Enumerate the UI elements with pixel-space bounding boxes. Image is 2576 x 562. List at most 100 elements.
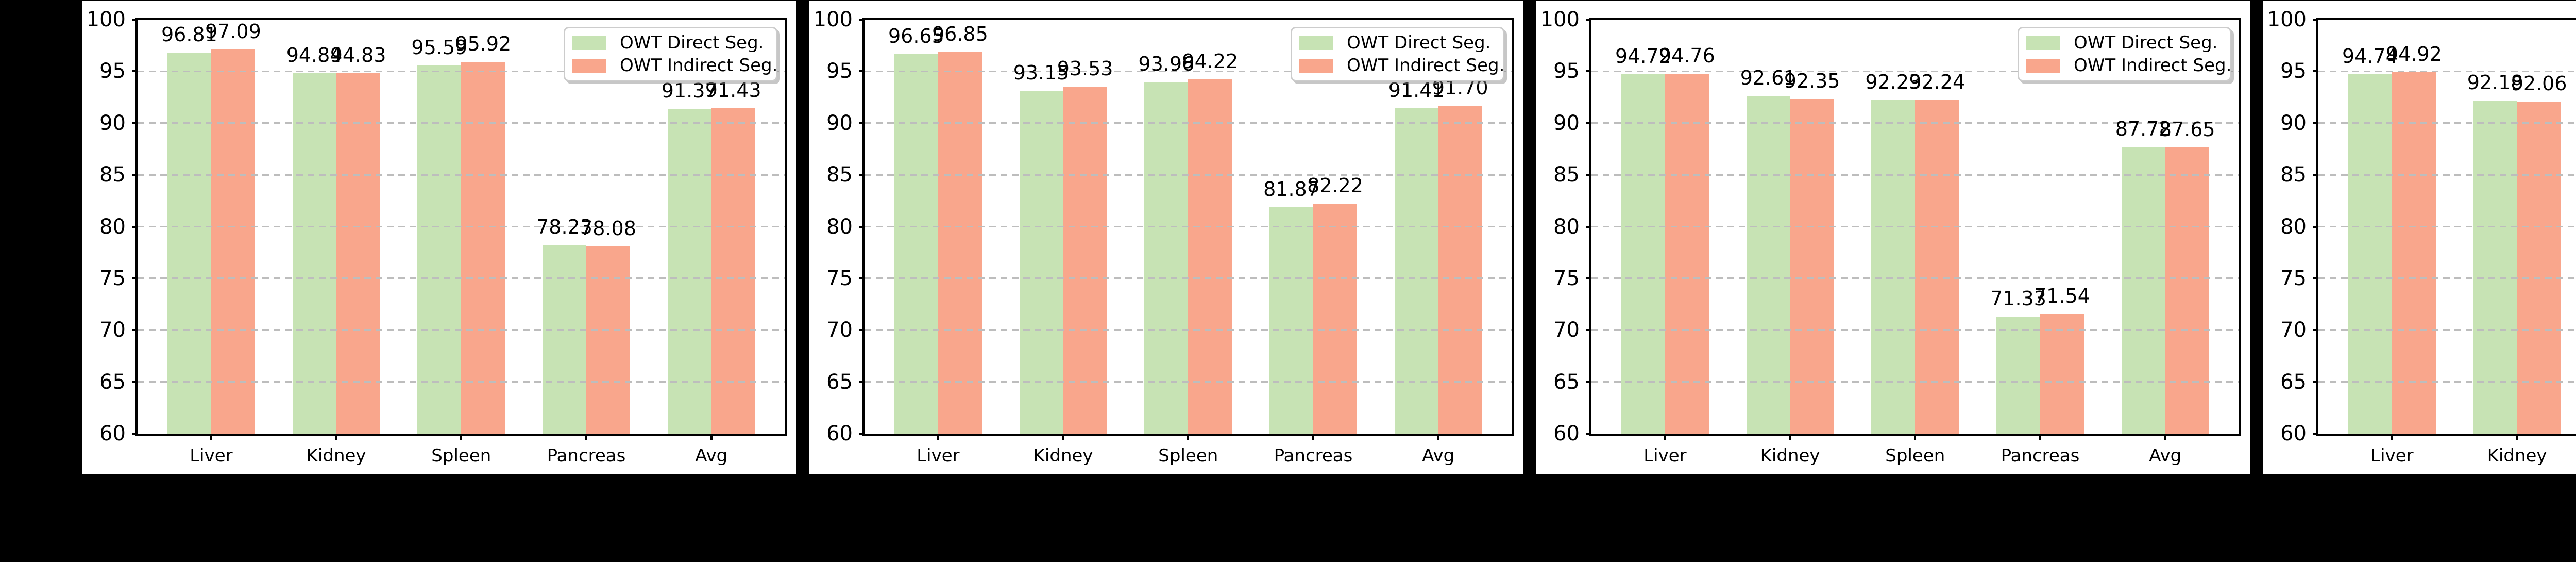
x-tick-liver: [1664, 434, 1666, 440]
y-tick-90: [859, 122, 865, 124]
gridline-70: [2318, 329, 2576, 331]
y-tick-95: [1586, 70, 1591, 73]
y-tick-label-95: 95: [2280, 59, 2307, 84]
y-tick-label-65: 65: [826, 370, 853, 394]
y-tick-label-95: 95: [1553, 59, 1580, 84]
y-tick-100: [2313, 19, 2318, 21]
bar-value-label-direct-pancreas: 81.87: [1263, 177, 1319, 201]
bar-value-label-direct-spleen: 92.23: [1865, 70, 1922, 93]
x-tick-liver: [937, 434, 939, 440]
legend-swatch-direct: [2026, 36, 2060, 50]
x-tick-pancreas: [1312, 434, 1314, 440]
legend-swatch-indirect: [2026, 58, 2060, 73]
bar-value-label-indirect-spleen: 94.22: [1182, 50, 1239, 73]
y-tick-label-75: 75: [2280, 266, 2307, 290]
bar-value-label-indirect-pancreas: 82.22: [1307, 174, 1363, 197]
x-tick-pancreas: [2039, 434, 2041, 440]
gridline-75: [1591, 277, 2239, 279]
y-tick-label-65: 65: [1553, 370, 1580, 394]
bar-direct-kidney: [1746, 96, 1790, 434]
bar-value-label-direct-liver: 94.74: [2342, 44, 2398, 68]
y-tick-60: [1586, 433, 1591, 435]
y-tick-label-80: 80: [2280, 214, 2307, 239]
y-tick-65: [1586, 381, 1591, 383]
gridline-80: [1591, 226, 2239, 227]
gridline-75: [2318, 277, 2576, 279]
gridline-65: [138, 381, 785, 383]
gridline-80: [138, 226, 785, 227]
bar-value-label-direct-spleen: 95.59: [411, 36, 468, 59]
bar-value-label-indirect-avg: 91.43: [705, 79, 761, 102]
bar-value-label-direct-kidney: 92.61: [1740, 67, 1797, 90]
x-axis-label-pancreas: Pancreas: [2001, 445, 2080, 466]
y-tick-95: [859, 70, 865, 73]
y-tick-90: [2313, 122, 2318, 124]
bar-value-label-indirect-kidney: 92.35: [1784, 69, 1840, 92]
bar-direct-kidney: [292, 73, 336, 434]
bar-indirect-spleen: [1188, 79, 1232, 434]
y-tick-70: [2313, 329, 2318, 332]
gridline-85: [138, 174, 785, 176]
bar-indirect-kidney: [1790, 98, 1834, 434]
bar-indirect-spleen: [1915, 100, 1959, 434]
bar-value-label-direct-spleen: 93.96: [1138, 53, 1195, 76]
bar-value-label-direct-pancreas: 78.23: [536, 216, 592, 239]
gridline-65: [2318, 381, 2576, 383]
legend-row-2: OWT Indirect Seg.: [2026, 55, 2231, 76]
y-tick-95: [2313, 70, 2318, 73]
y-tick-label-70: 70: [826, 318, 853, 342]
y-tick-label-65: 65: [2280, 370, 2307, 394]
bar-direct-pancreas: [1996, 316, 2040, 434]
x-tick-liver: [2391, 434, 2393, 440]
y-tick-80: [1586, 225, 1591, 228]
bar-indirect-liver: [211, 49, 255, 434]
gridline-95: [2318, 70, 2576, 72]
bar-direct-avg: [667, 109, 711, 434]
y-tick-label-80: 80: [99, 214, 126, 239]
bar-value-label-indirect-kidney: 93.53: [1057, 57, 1113, 80]
y-tick-60: [859, 433, 865, 435]
legend: OWT Direct Seg. OWT Indirect Seg.: [2018, 27, 2231, 81]
bar-value-label-indirect-liver: 94.92: [2385, 42, 2442, 65]
y-tick-label-60: 60: [99, 422, 126, 445]
x-tick-liver: [210, 434, 212, 440]
bar-value-label-indirect-avg: 87.65: [2159, 118, 2215, 141]
x-tick-avg: [710, 434, 713, 440]
y-tick-label-100: 100: [813, 8, 853, 31]
bar-indirect-kidney: [2517, 102, 2561, 434]
y-tick-label-60: 60: [826, 422, 853, 445]
y-tick-label-95: 95: [99, 59, 126, 84]
legend-row-1: OWT Direct Seg.: [572, 32, 771, 53]
x-tick-spleen: [460, 434, 463, 440]
y-tick-65: [2313, 381, 2318, 383]
bar-value-label-indirect-spleen: 92.24: [1909, 70, 1965, 93]
bar-direct-avg: [2121, 146, 2165, 434]
x-axis-label-spleen: Spleen: [2560, 445, 2576, 467]
bar-value-label-indirect-kidney: 94.83: [330, 43, 386, 67]
y-tick-85: [859, 174, 865, 176]
bar-direct-liver: [2348, 74, 2392, 434]
x-axis-label-liver: Liver: [917, 445, 960, 466]
bar-value-label-direct-kidney: 94.84: [286, 43, 343, 67]
y-tick-100: [132, 19, 138, 21]
bar-value-label-indirect-liver: 94.76: [1658, 44, 1715, 68]
bar-indirect-kidney: [1063, 86, 1107, 434]
x-axis-label-spleen: Spleen: [1158, 445, 1218, 466]
legend-label-indirect: OWT Indirect Seg.: [2074, 55, 2232, 76]
bar-value-label-direct-liver: 96.65: [888, 25, 944, 48]
x-tick-kidney: [335, 434, 337, 440]
chart-panel-1: 60 65 70 75 80 85 90 95 100 96.81 97.09 Liver 94.84 9…: [82, 1, 796, 474]
y-tick-70: [859, 329, 865, 332]
bar-value-label-direct-kidney: 93.15: [1013, 61, 1070, 84]
y-tick-label-60: 60: [1553, 422, 1580, 445]
bar-indirect-kidney: [336, 73, 380, 434]
y-tick-label-100: 100: [1540, 8, 1580, 31]
bar-direct-spleen: [1871, 100, 1916, 434]
legend-swatch-direct: [572, 36, 606, 50]
y-tick-100: [859, 19, 865, 21]
x-tick-kidney: [1789, 434, 1791, 440]
x-axis-label-avg: Avg: [2149, 445, 2182, 466]
bar-direct-liver: [167, 53, 211, 434]
y-tick-label-70: 70: [1553, 318, 1580, 342]
y-tick-label-100: 100: [2267, 8, 2307, 31]
